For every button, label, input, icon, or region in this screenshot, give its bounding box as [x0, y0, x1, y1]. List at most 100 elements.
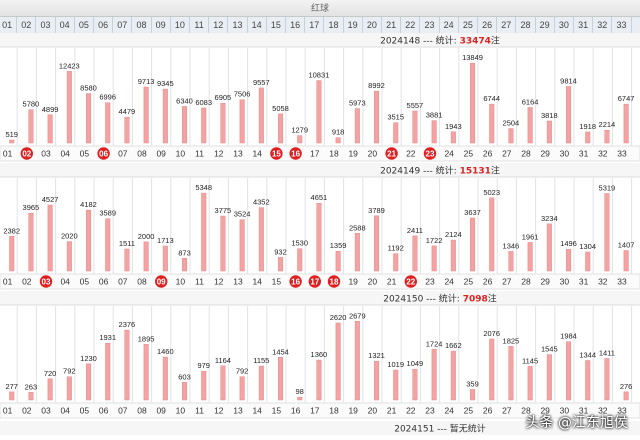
number-27: 27: [502, 149, 512, 159]
number-26: 26: [483, 406, 493, 416]
number-14: 14: [252, 277, 262, 287]
column-header-32: 32: [593, 17, 613, 33]
bar-27: [508, 346, 514, 401]
number-07: 07: [118, 149, 128, 159]
number-22: 22: [406, 406, 416, 416]
value-label-03: 720: [44, 369, 57, 378]
value-label-01: 277: [5, 382, 18, 391]
bar-24: [450, 131, 456, 144]
value-label-01: 519: [5, 130, 18, 139]
number-19: 19: [348, 149, 358, 159]
stat-total: 33474: [460, 37, 491, 47]
value-label-12: 3775: [215, 206, 232, 215]
number-10: 10: [176, 149, 186, 159]
number-28: 28: [521, 277, 531, 287]
value-label-31: 1918: [579, 122, 596, 131]
column-header-16: 16: [286, 17, 306, 33]
bar-31: [585, 251, 591, 272]
number-29: 29: [540, 406, 550, 416]
bar-06: [105, 218, 111, 272]
bar-33: [623, 250, 629, 272]
bar-24: [450, 350, 456, 401]
column-header-01: 01: [0, 17, 18, 33]
value-label-30: 1984: [560, 332, 577, 341]
value-label-21: 1019: [387, 360, 404, 369]
bar-09: [162, 356, 168, 401]
number-08: 08: [137, 149, 147, 159]
column-header-19: 19: [344, 17, 363, 33]
value-label-29: 1545: [541, 345, 558, 354]
column-header-15: 15: [267, 17, 286, 33]
bar-21: [393, 122, 399, 144]
value-label-25: 3637: [464, 208, 481, 217]
bar-21: [393, 369, 399, 401]
value-label-14: 9557: [253, 78, 270, 87]
bar-02: [28, 392, 34, 401]
column-header-28: 28: [516, 17, 536, 33]
issue-band: [0, 291, 640, 305]
value-label-18: 918: [332, 128, 345, 137]
red-ball-03: [39, 275, 53, 288]
bar-13: [239, 99, 245, 144]
ball-number-03: 03: [42, 278, 51, 287]
issue-band: [0, 33, 640, 47]
number-26: 26: [483, 277, 493, 287]
ball-number-21: 21: [387, 150, 396, 159]
ball-number-23: 23: [426, 150, 435, 159]
issue-stat-text: 2024148 --- 统计: 33474注: [380, 35, 500, 47]
value-label-28: 6164: [522, 97, 539, 106]
bar-22: [412, 110, 418, 144]
red-ball-23: [423, 147, 437, 160]
bar-25: [470, 389, 476, 401]
bar-08: [143, 344, 149, 401]
bar-16: [297, 396, 303, 401]
number-28: 28: [521, 149, 531, 159]
value-label-32: 5319: [599, 184, 616, 193]
bar-20: [374, 360, 380, 401]
bar-13: [239, 376, 245, 401]
bar-05: [86, 209, 92, 272]
number-24: 24: [444, 277, 454, 287]
value-label-05: 1230: [80, 354, 97, 363]
value-label-27: 1825: [503, 336, 520, 345]
column-header-07: 07: [113, 17, 133, 33]
number-07: 07: [118, 406, 128, 416]
bar-14: [258, 365, 264, 401]
bar-23: [431, 245, 437, 272]
footer-text: 2024151 --- 暂无统计: [394, 423, 486, 435]
bar-04: [66, 71, 72, 144]
bar-14: [258, 87, 264, 144]
column-header-13: 13: [228, 17, 248, 33]
value-label-25: 359: [466, 379, 479, 388]
number-23: 23: [425, 277, 435, 287]
bar-29: [546, 223, 552, 272]
bar-02: [28, 212, 34, 272]
column-header-12: 12: [209, 17, 229, 33]
value-label-13: 7506: [234, 90, 251, 99]
number-20: 20: [368, 149, 378, 159]
bar-10: [182, 106, 188, 144]
number-05: 05: [80, 277, 90, 287]
value-label-32: 2214: [599, 120, 616, 129]
bar-15: [278, 257, 284, 272]
number-09: 09: [156, 149, 166, 159]
number-19: 19: [348, 406, 358, 416]
value-label-13: 3524: [234, 210, 251, 219]
bar-20: [374, 215, 380, 272]
value-label-17: 4651: [311, 193, 328, 202]
value-label-02: 3965: [23, 203, 40, 212]
number-18: 18: [329, 406, 339, 416]
issue-stat-text: 2024150 --- 统计: 7098注: [383, 293, 497, 305]
column-header-17: 17: [305, 17, 325, 33]
number-16: 16: [291, 406, 301, 416]
bar-23: [431, 120, 437, 144]
bar-05: [86, 93, 92, 144]
value-label-26: 2076: [483, 329, 500, 338]
bar-27: [508, 251, 514, 272]
ball-number-16: 16: [291, 278, 300, 287]
bar-18: [335, 137, 341, 144]
number-30: 30: [560, 277, 570, 287]
bar-03: [47, 204, 53, 272]
number-22: 22: [406, 149, 416, 159]
column-header-02: 02: [17, 17, 37, 33]
